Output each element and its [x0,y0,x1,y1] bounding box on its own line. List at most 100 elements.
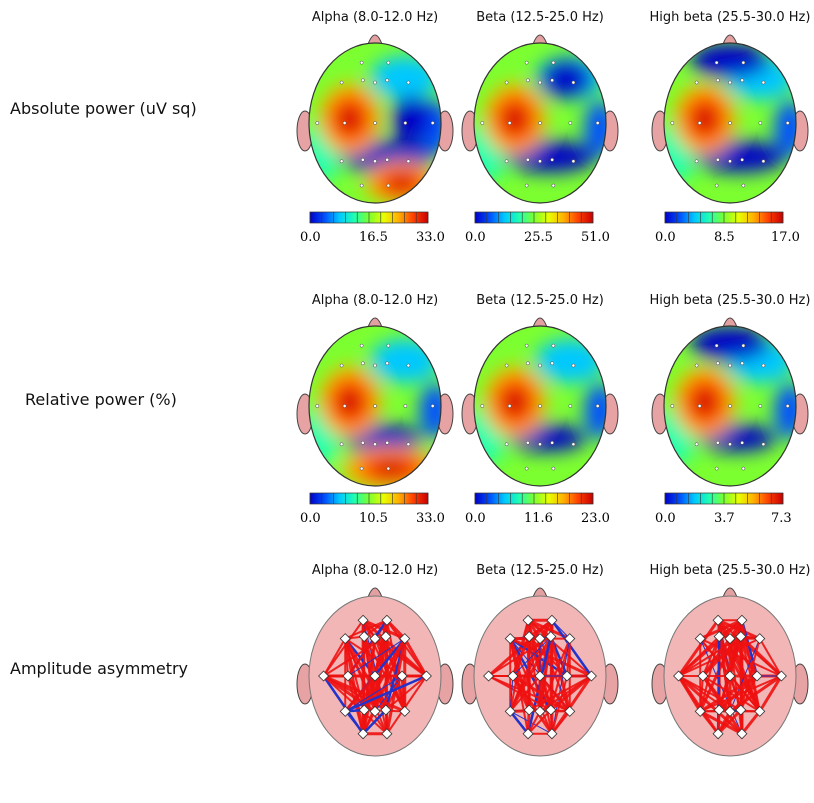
cold-region [391,95,432,143]
electrode-dot [359,60,364,65]
electrode-dot [373,159,377,164]
row-label-amplitude-asymmetry: Amplitude asymmetry [10,659,189,678]
connection-line [550,619,593,677]
electrode-node [369,705,381,717]
connection-line [386,675,428,735]
connection-line [384,675,403,711]
electrode-dot [524,183,529,188]
electrode-dot [761,80,766,85]
colorbar-tick-label: 3.7 [714,511,735,526]
electrode-dot [403,121,408,125]
electrode-node [358,704,370,716]
electrode-dot [728,159,732,164]
electrode-node [358,631,370,643]
electrode-node [381,728,393,740]
connection-line [509,637,593,678]
connection-line [699,674,758,713]
electrode-dot [728,121,732,125]
electrode-dot [524,60,529,65]
electrode-dot [714,183,719,188]
electrode-dot [728,442,732,447]
electrode-dot [342,404,347,408]
connection-line [701,675,744,735]
connection-line [718,674,759,712]
electrode-dot [526,440,530,445]
electrode-node [545,631,557,643]
topographic-head-map [461,34,619,204]
electrode-dot [740,440,744,445]
electrode-dot [342,121,347,125]
electrode-dot [315,404,320,408]
electrode-node [724,633,736,645]
connection-line [699,710,743,736]
electrode-dot [758,404,763,408]
electrode-node [735,631,747,643]
connection-line [729,674,783,713]
connection-line [699,618,743,640]
electrode-dot [741,183,746,188]
topographic-head-map [461,317,619,487]
electrode-dot [785,404,790,408]
electrode-dot [430,121,435,125]
connection-line [739,638,761,711]
electrode-dot [538,121,542,125]
electrode-dot [694,442,699,447]
connection-line [344,675,403,712]
connection-line [344,711,364,735]
colorbar-tick-label: 51.0 [581,230,610,245]
connection-line [538,675,571,713]
electrode-dot [359,343,364,348]
electrode-dot [403,404,408,408]
panel-title: Beta (12.5-25.0 Hz) [476,563,604,578]
electrode-node [504,705,516,717]
row-label-absolute-power: Absolute power (uV sq) [10,99,197,118]
colorbar-tick-label: 8.5 [714,230,735,245]
connection-line [717,635,762,713]
connection-line [322,638,347,677]
panel-r1-c0: Alpha (8.0-12.0 Hz) 0.0 10.5 33.0 [290,293,460,533]
connection-line [549,638,571,711]
electrode-dot [373,404,377,408]
electrode-dot [714,343,719,348]
electrode-dot [761,363,766,368]
electrode-node [339,705,351,717]
electrode-node [546,728,558,740]
electrode-node [342,670,354,682]
electrode-dot [339,80,344,85]
panel-title: Beta (12.5-25.0 Hz) [476,10,604,25]
connection-line [528,675,592,711]
connection-line [509,710,530,735]
panel-title: Alpha (8.0-12.0 Hz) [311,10,439,25]
scalp-outline [308,325,442,487]
colorbar-tick-label: 17.0 [771,230,800,245]
electrode-dot [507,121,512,125]
electrode-node [712,614,724,626]
colorbar-tick-label: 23.0 [581,511,610,526]
connectivity-head-map [651,587,809,757]
colorbar-tick-label: 0.0 [300,511,321,526]
electrode-dot [728,363,732,368]
panel-r1-c2: High beta (25.5-30.0 Hz) 0.0 3.7 7.3 [645,293,814,533]
colorbar: 0.0 16.5 33.0 [300,211,445,245]
electrode-node [483,670,495,682]
colorbar-tick-label: 0.0 [655,511,676,526]
electrode-node [380,704,392,716]
colorbar: 0.0 8.5 17.0 [655,211,800,245]
electrode-node [561,670,573,682]
electrode-dot [373,442,377,447]
electrode-dot [373,80,377,85]
electrode-node [339,633,351,645]
electrode-node [736,614,748,626]
electrode-dot [694,363,699,368]
electrode-dot [741,466,746,471]
colorbar-tick-label: 0.0 [465,511,486,526]
connection-line [677,619,720,677]
electrode-dot [406,159,411,164]
electrode-dot [550,440,554,445]
electrode-dot [740,361,744,366]
electrode-dot [430,404,435,408]
electrode-dot [526,78,530,83]
electrode-dot [524,466,529,471]
electrode-node [534,670,546,682]
scalp-outline [663,325,797,487]
